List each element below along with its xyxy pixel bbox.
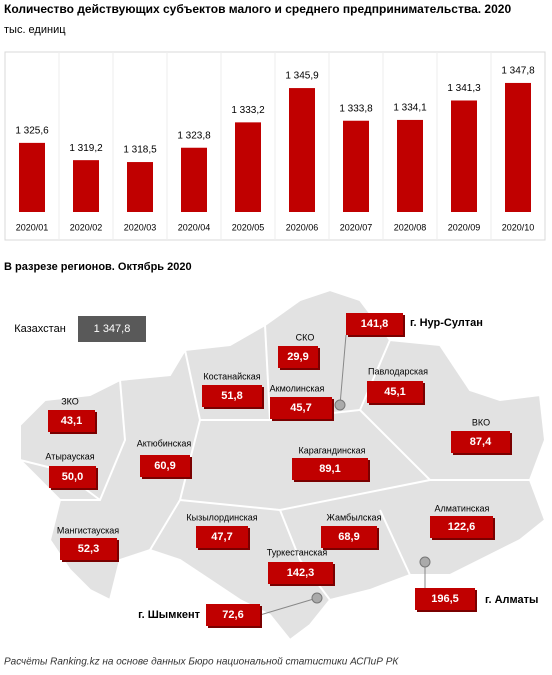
region-value: 29,9 xyxy=(287,351,308,363)
value-box xyxy=(60,538,117,560)
region-value: 196,5 xyxy=(431,593,459,605)
value-label: 1 341,3 xyxy=(447,83,481,94)
x-tick-label: 2020/04 xyxy=(178,222,211,232)
value-box xyxy=(140,455,190,477)
x-tick-label: 2020/09 xyxy=(448,222,481,232)
chart-title: Количество действующих субъектов малого … xyxy=(4,2,511,16)
bar xyxy=(289,88,315,212)
region-value: 87,4 xyxy=(470,436,492,448)
value-label: 1 334,1 xyxy=(393,103,427,114)
region-name: Мангистауская xyxy=(57,525,119,535)
value-box xyxy=(196,526,248,548)
value-box xyxy=(415,588,475,610)
region-name: г. Нур-Султан xyxy=(410,317,483,329)
region-value: 60,9 xyxy=(154,460,175,472)
region-name: г. Алматы xyxy=(485,594,538,606)
value-label: 1 347,8 xyxy=(501,66,535,77)
region-value: 72,6 xyxy=(222,609,243,621)
value-label: 1 333,8 xyxy=(339,103,373,114)
region-name: Акмолинская xyxy=(270,383,325,393)
x-tick-label: 2020/01 xyxy=(16,222,49,232)
city-dot xyxy=(311,592,323,604)
region-name: Алматинская xyxy=(435,503,490,513)
x-tick-label: 2020/07 xyxy=(340,222,373,232)
value-box xyxy=(367,381,423,403)
value-box xyxy=(278,346,318,368)
value-box xyxy=(292,458,368,480)
value-label: 1 333,2 xyxy=(231,105,265,116)
bar xyxy=(235,122,261,212)
region-name: Жамбылская xyxy=(327,512,382,522)
region-name: г. Шымкент xyxy=(138,609,200,621)
region-value: 141,8 xyxy=(361,318,389,330)
value-box xyxy=(202,385,262,407)
total-value: 1 347,8 xyxy=(94,323,131,335)
x-tick-label: 2020/06 xyxy=(286,222,319,232)
value-box xyxy=(48,410,95,432)
region-value: 51,8 xyxy=(221,390,242,402)
value-box xyxy=(270,397,332,419)
city-dot xyxy=(334,399,346,411)
region-name: Костанайская xyxy=(203,371,260,381)
value-label: 1 345,9 xyxy=(285,71,319,82)
bar xyxy=(73,160,99,212)
region-value: 122,6 xyxy=(448,521,476,533)
bar xyxy=(505,82,531,212)
map-title: В разрезе регионов. Октябрь 2020 xyxy=(4,261,192,273)
region-value: 68,9 xyxy=(338,531,359,543)
bar xyxy=(127,162,153,212)
region-value: 45,1 xyxy=(384,386,405,398)
region-name: СКО xyxy=(296,332,315,342)
region-name: Кызылординская xyxy=(186,512,257,522)
value-box xyxy=(430,516,493,538)
leader-line xyxy=(259,597,318,616)
value-box xyxy=(321,526,377,548)
city-dot xyxy=(419,556,431,568)
value-label: 1 319,2 xyxy=(69,143,103,154)
x-tick-label: 2020/02 xyxy=(70,222,103,232)
x-tick-label: 2020/08 xyxy=(394,222,427,232)
bar xyxy=(181,147,207,212)
region-value: 89,1 xyxy=(319,463,340,475)
value-label: 1 323,8 xyxy=(177,130,211,141)
total-box xyxy=(78,316,146,342)
map-shape xyxy=(19,288,547,642)
x-tick-label: 2020/05 xyxy=(232,222,265,232)
region-name: Атырауская xyxy=(45,451,94,461)
value-box xyxy=(346,313,403,335)
region-name: Карагандинская xyxy=(298,445,365,455)
region-name: ВКО xyxy=(472,417,490,427)
region-value: 47,7 xyxy=(211,531,232,543)
bar xyxy=(451,100,477,212)
bar xyxy=(343,120,369,212)
region-name: Павлодарская xyxy=(368,366,428,376)
x-tick-label: 2020/10 xyxy=(502,222,535,232)
value-box xyxy=(451,431,510,453)
region-name: ЗКО xyxy=(61,396,79,406)
value-label: 1 325,6 xyxy=(15,126,49,137)
region-name: Туркестанская xyxy=(267,547,328,557)
x-tick-label: 2020/03 xyxy=(124,222,157,232)
chart-subtitle: тыс. единиц xyxy=(4,24,66,36)
footer: Расчёты Ranking.kz на основе данных Бюро… xyxy=(4,657,399,668)
region-value: 45,7 xyxy=(290,402,311,414)
region-value: 52,3 xyxy=(78,543,99,555)
region-name: Актюбинская xyxy=(137,438,192,448)
value-box xyxy=(268,562,333,584)
leader-line xyxy=(339,334,347,406)
value-label: 1 318,5 xyxy=(123,145,157,156)
region-value: 50,0 xyxy=(62,471,83,483)
value-box xyxy=(206,604,260,626)
value-box xyxy=(49,466,96,488)
region-value: 142,3 xyxy=(287,567,315,579)
bar xyxy=(397,119,423,212)
region-value: 43,1 xyxy=(61,415,82,427)
bar xyxy=(19,142,45,212)
total-name: Казахстан xyxy=(14,323,66,335)
